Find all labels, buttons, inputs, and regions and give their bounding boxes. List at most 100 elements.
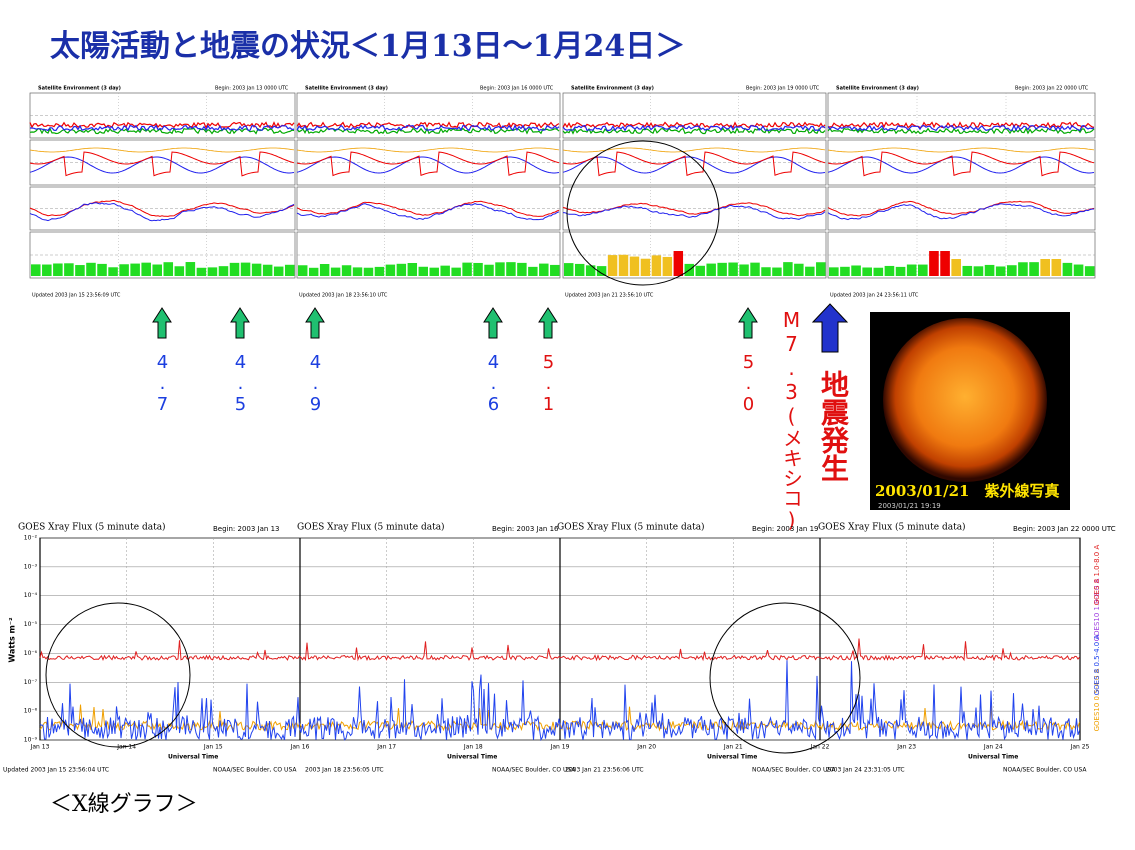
field-trace (29, 202, 295, 222)
kp-bar (1051, 259, 1062, 276)
kp-bar (750, 262, 760, 276)
kp-bar (851, 265, 861, 276)
kp-bar (1029, 262, 1039, 276)
magnitude: 5.0 (738, 352, 759, 415)
kp-bar (451, 267, 461, 276)
kp-bar (574, 263, 585, 276)
kp-bar (539, 263, 549, 276)
kp-bar (1007, 265, 1017, 276)
electron-trace (296, 147, 560, 153)
kp-bar (772, 267, 782, 276)
kp-bar (298, 265, 308, 276)
xray-date: Jan 24 (983, 744, 1003, 751)
xray-xlabel: Universal Time (168, 754, 218, 761)
kp-bar (141, 262, 151, 276)
xray-title: GOES Xray Flux (5 minute data) (18, 522, 166, 533)
kp-bar (640, 258, 651, 276)
kp-bar (618, 254, 629, 276)
xray-ytick: 10⁻⁸ (24, 708, 38, 715)
kp-bar (816, 262, 826, 276)
kp-bar (984, 264, 995, 276)
kp-bar (805, 266, 815, 276)
xray-credit: NOAA/SEC Boulder, CO USA (752, 767, 836, 774)
sun-caption: 2003/01/21 紫外線写真 (875, 482, 1059, 500)
kp-bar (130, 263, 140, 276)
xray-credit: NOAA/SEC Boulder, CO USA (492, 767, 576, 774)
xray-begin: Begin: 2003 Jan 22 0000 UTC (1013, 525, 1116, 533)
xray-updated: 2003 Jan 18 23:56:05 UTC (305, 767, 384, 774)
panel-header: Satellite Environment (3 day) (571, 86, 654, 92)
proton-trace (562, 124, 826, 132)
xray-credit: NOAA/SEC Boulder, CO USA (1003, 767, 1087, 774)
panel-updated: Updated 2003 Jan 18 23:56:10 UTC (299, 293, 388, 299)
kp-bar (207, 267, 218, 276)
panel-updated: Updated 2003 Jan 24 23:56:11 UTC (830, 293, 919, 299)
magnitude: 4.9 (305, 352, 326, 415)
kp-bar (783, 262, 793, 276)
kp-bar (706, 263, 716, 276)
electron-trace (827, 151, 1095, 177)
kp-bar (550, 264, 560, 276)
panel-begin: Begin: 2003 Jan 16 0000 UTC (480, 86, 554, 92)
blue-arrow (811, 303, 849, 353)
green-arrow (230, 307, 250, 339)
electron-trace (29, 147, 295, 153)
xray-long-goes8 (39, 638, 1080, 662)
kp-bar (717, 262, 727, 276)
kp-bar (330, 267, 341, 276)
caption: ＜X線グラフ＞ (50, 792, 198, 817)
kp-bar (884, 265, 895, 276)
kp-bar (596, 266, 607, 276)
green-arrow (538, 307, 558, 339)
kp-bar (1018, 262, 1028, 276)
kp-bar (163, 262, 174, 276)
xray-xlabel: Universal Time (968, 754, 1018, 761)
xray-begin: Begin: 2003 Jan 16 (492, 525, 559, 533)
kp-bar (973, 266, 984, 276)
kp-bar (251, 263, 262, 276)
green-arrow (152, 307, 172, 339)
kp-bar (284, 264, 295, 276)
xray-date: Jan 20 (636, 744, 656, 751)
xray-ytick: 10⁻⁷ (24, 679, 38, 686)
panel-begin: Begin: 2003 Jan 19 0000 UTC (746, 86, 820, 92)
kp-bar (440, 265, 450, 276)
kp-bar (64, 263, 74, 276)
title: 太陽活動と地震の状況＜1月13日～1月24日＞ (50, 29, 685, 64)
xray-date: Jan 16 (290, 744, 310, 751)
kp-bar (31, 264, 41, 276)
xray-date: Jan 18 (463, 744, 483, 751)
xray-updated: Updated 2003 Jan 15 23:56:04 UTC (3, 767, 109, 774)
kp-bar (152, 264, 162, 276)
xray-legend: GOES10 0.5-4.0 A (1093, 668, 1101, 731)
electron-trace (562, 147, 826, 153)
field-trace (562, 202, 826, 217)
kp-bar (473, 262, 483, 276)
field-trace (296, 203, 560, 221)
magnitude: 4.7 (152, 352, 173, 415)
proton-trace (296, 127, 560, 135)
kp-bar (262, 264, 273, 276)
kp-bar (42, 264, 52, 276)
kp-bar (1084, 266, 1095, 276)
xray-date: Jan 21 (723, 744, 743, 751)
kp-bar (1073, 264, 1084, 276)
sun-timestamp: 2003/01/21 19:19 (878, 502, 941, 510)
kp-bar (75, 265, 85, 276)
magnitude: 4.5 (230, 352, 251, 415)
panel-begin: Begin: 2003 Jan 22 0000 UTC (1015, 86, 1089, 92)
xray-credit: NOAA/SEC Boulder, CO USA (213, 767, 297, 774)
highlight-circle (45, 602, 191, 748)
kp-bar (462, 262, 472, 276)
xray-ytick: 10⁻⁶ (24, 650, 38, 657)
xray-updated: 2003 Jan 24 23:31:05 UTC (826, 767, 905, 774)
kp-bar (995, 266, 1006, 276)
kp-bar (929, 251, 939, 276)
kp-bar (352, 267, 363, 276)
magnitude: 5.1 (538, 352, 559, 415)
proton-trace (828, 121, 1095, 129)
kp-bar (728, 262, 738, 276)
panel-begin: Begin: 2003 Jan 13 0000 UTC (215, 86, 289, 92)
proton-trace (296, 121, 560, 129)
kp-bar (273, 266, 284, 276)
